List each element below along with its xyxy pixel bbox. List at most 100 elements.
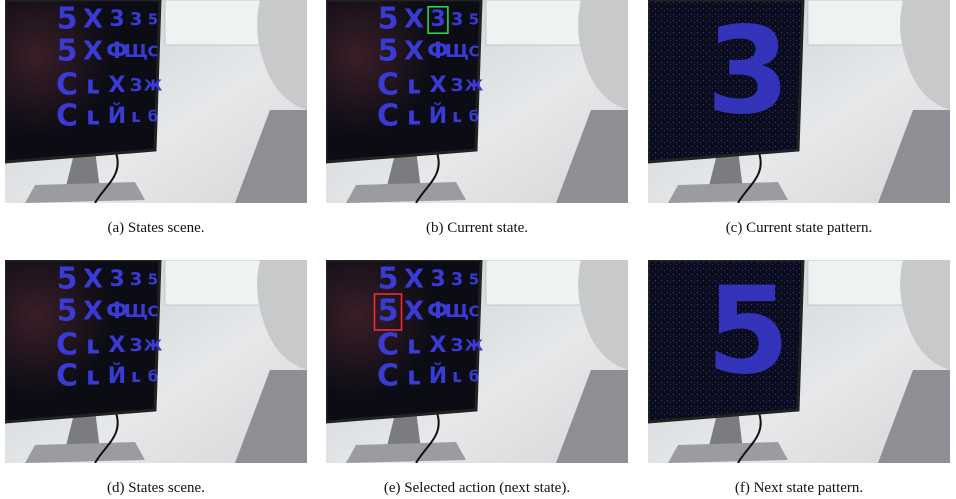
glyph: 5 — [57, 294, 78, 329]
glyph: C — [147, 43, 158, 61]
glyph: Щ — [124, 301, 148, 322]
glyph: ʟ — [86, 331, 100, 361]
glyph: 5 — [57, 34, 78, 69]
glyph: 3 — [430, 7, 445, 32]
poster — [486, 0, 581, 45]
stand-base — [346, 182, 466, 203]
glyph: X — [430, 73, 447, 98]
glyph: X — [83, 5, 103, 35]
glyph: X — [109, 73, 126, 98]
caption: (e) Selected action (next state). — [384, 480, 570, 496]
glyph: C — [377, 68, 399, 103]
glyph: ʟ — [86, 362, 100, 392]
photo: 5 — [648, 260, 950, 463]
glyph: Ж — [144, 77, 163, 95]
glyph: Й — [108, 363, 126, 389]
glyph: 5 — [469, 271, 479, 289]
glyph: ʟ — [86, 102, 100, 132]
glyph: 5 — [469, 11, 479, 29]
glyph: Й — [429, 363, 447, 389]
glyph: X — [83, 265, 103, 295]
glyph: C — [468, 303, 479, 321]
glyph: ʟ — [407, 102, 421, 132]
poster — [165, 0, 260, 45]
poster — [808, 0, 903, 45]
glyph: X — [109, 333, 126, 358]
glyph: 5 — [148, 11, 158, 29]
glyph: З — [130, 335, 143, 356]
glyph: 3 — [451, 269, 464, 290]
glyph: 3 — [130, 269, 143, 290]
glyph: З — [451, 335, 464, 356]
glyph: З — [451, 75, 464, 96]
glyph: X — [404, 37, 424, 67]
glyph: З — [130, 75, 143, 96]
stand-base — [668, 182, 788, 203]
glyph: ʟ — [407, 331, 421, 361]
glyph: C — [56, 68, 78, 103]
caption: (b) Current state. — [426, 220, 528, 236]
glyph: б — [469, 368, 479, 386]
glyph: 5 — [378, 34, 399, 69]
glyph: Щ — [445, 301, 469, 322]
glyph: ʟ — [131, 106, 141, 127]
glyph: X — [83, 37, 103, 67]
glyph: ʟ — [452, 366, 462, 387]
photo: 5X3355XФЩCCʟXЗЖCʟЙʟб — [326, 0, 628, 203]
poster — [165, 260, 260, 305]
caption: (a) States scene. — [107, 220, 204, 236]
glyph: б — [469, 108, 479, 126]
glyph: б — [148, 368, 158, 386]
glyph: ʟ — [407, 71, 421, 101]
glyph: ʟ — [407, 362, 421, 392]
glyph: 3 — [109, 267, 124, 292]
glyph: 3 — [130, 9, 143, 30]
glyph: Щ — [124, 41, 148, 62]
stand-base — [346, 442, 466, 463]
glyph: X — [404, 5, 424, 35]
glyph: C — [56, 99, 78, 134]
glyph: C — [147, 303, 158, 321]
glyph: Ж — [144, 337, 163, 355]
glyph: 5 — [378, 294, 399, 329]
glyph: C — [377, 359, 399, 394]
pattern-digit: 3 — [706, 3, 790, 142]
caption: (c) Current state pattern. — [726, 220, 873, 236]
glyph: 3 — [109, 7, 124, 32]
glyph: X — [404, 297, 424, 327]
glyph: 5 — [148, 271, 158, 289]
caption: (d) States scene. — [107, 480, 205, 496]
photo: 5X3355XФЩCCʟXЗЖCʟЙʟб — [326, 260, 628, 463]
glyph: Щ — [445, 41, 469, 62]
glyph: 5 — [378, 2, 399, 37]
glyph: Й — [108, 103, 126, 129]
glyph: Й — [429, 103, 447, 129]
glyph: X — [83, 297, 103, 327]
glyph: ʟ — [131, 366, 141, 387]
poster — [808, 260, 903, 305]
stand-base — [668, 442, 788, 463]
glyph: ʟ — [86, 71, 100, 101]
glyph: C — [468, 43, 479, 61]
glyph: 5 — [57, 2, 78, 37]
glyph: 3 — [430, 267, 445, 292]
glyph: ʟ — [452, 106, 462, 127]
glyph: X — [404, 265, 424, 295]
glyph: C — [56, 328, 78, 363]
stand-base — [25, 182, 145, 203]
glyph: 5 — [378, 262, 399, 297]
glyph: C — [377, 328, 399, 363]
photo: 3 — [648, 0, 950, 203]
poster — [486, 260, 581, 305]
glyph: X — [430, 333, 447, 358]
glyph: C — [377, 99, 399, 134]
pattern-digit: 5 — [706, 263, 790, 402]
stand-base — [25, 442, 145, 463]
caption: (f) Next state pattern. — [735, 480, 863, 496]
figure: 5X3355XФЩCCʟXЗЖCʟЙʟб(a) States scene.5X3… — [0, 0, 956, 499]
glyph: б — [148, 108, 158, 126]
glyph: Ж — [465, 77, 484, 95]
glyph: C — [56, 359, 78, 394]
